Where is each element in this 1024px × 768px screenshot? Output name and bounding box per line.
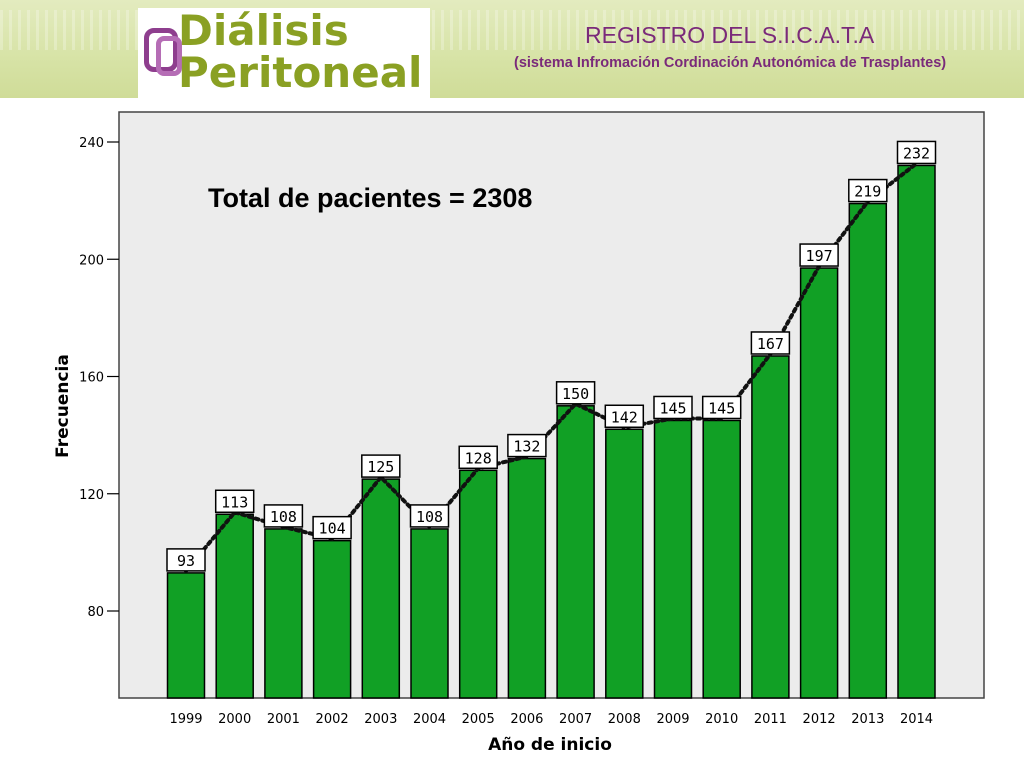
data-label-2007: 150 [562, 385, 589, 403]
data-label-box [653, 395, 693, 420]
x-tick-label-2012: 2012 [803, 712, 836, 727]
data-label-2013: 219 [854, 183, 881, 201]
x-tick-label-2002: 2002 [316, 712, 349, 727]
data-label-2008: 142 [611, 408, 638, 426]
data-label-box [214, 489, 255, 514]
x-tick-label-2000: 2000 [218, 712, 251, 727]
data-label-2005: 128 [465, 449, 492, 467]
bar-2014 [897, 164, 936, 699]
x-tick-label-2009: 2009 [656, 712, 689, 727]
data-label-box [458, 445, 498, 470]
data-label-box [701, 395, 742, 420]
logo-line-2: Peritoneal [178, 48, 423, 97]
data-label-box [263, 504, 304, 528]
bar-2013 [848, 202, 888, 699]
bar-2004 [410, 528, 449, 699]
bar-2003 [361, 478, 401, 699]
data-label-2001: 108 [270, 508, 297, 526]
data-label-box [312, 515, 352, 540]
x-tick-label-1999: 1999 [169, 712, 202, 727]
plot-background [118, 111, 985, 699]
x-tick-label-2004: 2004 [413, 712, 446, 727]
data-label-box [507, 433, 547, 458]
data-label-1999: 93 [177, 552, 195, 570]
bar-2012 [799, 267, 839, 699]
bar-2009 [653, 419, 693, 699]
bar-2006 [507, 457, 547, 699]
data-label-2006: 132 [513, 438, 540, 456]
bars [166, 164, 936, 699]
bar-2001 [264, 528, 303, 699]
trend-line [184, 161, 919, 573]
bar-2002 [312, 539, 352, 699]
logo: Diálisis Peritoneal [138, 6, 430, 98]
y-tick-label: 240 [79, 136, 104, 151]
bar-2005 [458, 469, 498, 699]
bar-2007 [556, 405, 595, 699]
header-banner: Diálisis Peritoneal REGISTRO DEL S.I.C.A… [0, 0, 1024, 98]
logo-line-1: Diálisis [178, 6, 349, 55]
y-tick-label: 200 [79, 253, 104, 268]
x-tick-label-2005: 2005 [462, 712, 495, 727]
x-tick-label-2010: 2010 [705, 712, 738, 727]
x-tick-label-2007: 2007 [559, 712, 592, 727]
data-label-2003: 125 [367, 458, 394, 476]
x-tick-label-2014: 2014 [900, 712, 933, 727]
data-label-box [604, 404, 645, 429]
registry-subtitle: (sistema Infromación Cordinación Autonóm… [514, 55, 947, 71]
x-tick-labels: 1999 2000 2001 2002 2003 2004 2005 2006 2007 2008… [169, 712, 933, 727]
y-tick-label: 80 [87, 605, 104, 620]
data-label-2011: 167 [757, 335, 784, 353]
bar-1999 [166, 572, 206, 699]
data-labels: 93 113 108 104 125 108 128 132 150 142 145 145 167 19… [166, 140, 937, 572]
x-tick-label-2003: 2003 [364, 712, 397, 727]
y-axis-label: Frecuencia [53, 354, 73, 458]
x-axis-label: Año de inicio [488, 735, 612, 755]
x-tick-label-2008: 2008 [608, 712, 641, 727]
bar-2008 [605, 428, 644, 699]
total-annotation: Total de pacientes = 2308 [208, 183, 533, 213]
data-label-box [750, 331, 791, 355]
data-label-2010: 145 [708, 399, 735, 417]
data-label-box [166, 548, 206, 572]
data-label-box [409, 504, 450, 528]
y-tick-label: 120 [79, 488, 104, 503]
y-axis: 80 120 160 200 240 [79, 136, 119, 620]
data-label-box [555, 381, 596, 405]
data-label-box [361, 454, 401, 478]
bar-2010 [702, 419, 741, 699]
x-tick-label-2006: 2006 [510, 712, 543, 727]
x-tick-label-2011: 2011 [754, 712, 787, 727]
data-label-box [896, 140, 937, 165]
logo-mark-inner-icon [156, 36, 182, 76]
data-label-box [799, 243, 839, 267]
registry-title: REGISTRO DEL S.I.C.A.T.A [585, 22, 875, 48]
data-label-2009: 145 [659, 399, 686, 417]
data-label-2000: 113 [221, 493, 248, 511]
bar-2011 [751, 355, 790, 699]
data-label-2002: 104 [319, 520, 346, 538]
data-label-2014: 232 [903, 144, 930, 162]
y-tick-label: 160 [79, 371, 104, 386]
bar-2000 [215, 513, 254, 699]
x-tick-label-2001: 2001 [267, 712, 300, 727]
data-label-2012: 197 [806, 247, 833, 265]
x-tick-label-2013: 2013 [851, 712, 884, 727]
data-label-box [848, 178, 888, 203]
data-label-2004: 108 [416, 508, 443, 526]
